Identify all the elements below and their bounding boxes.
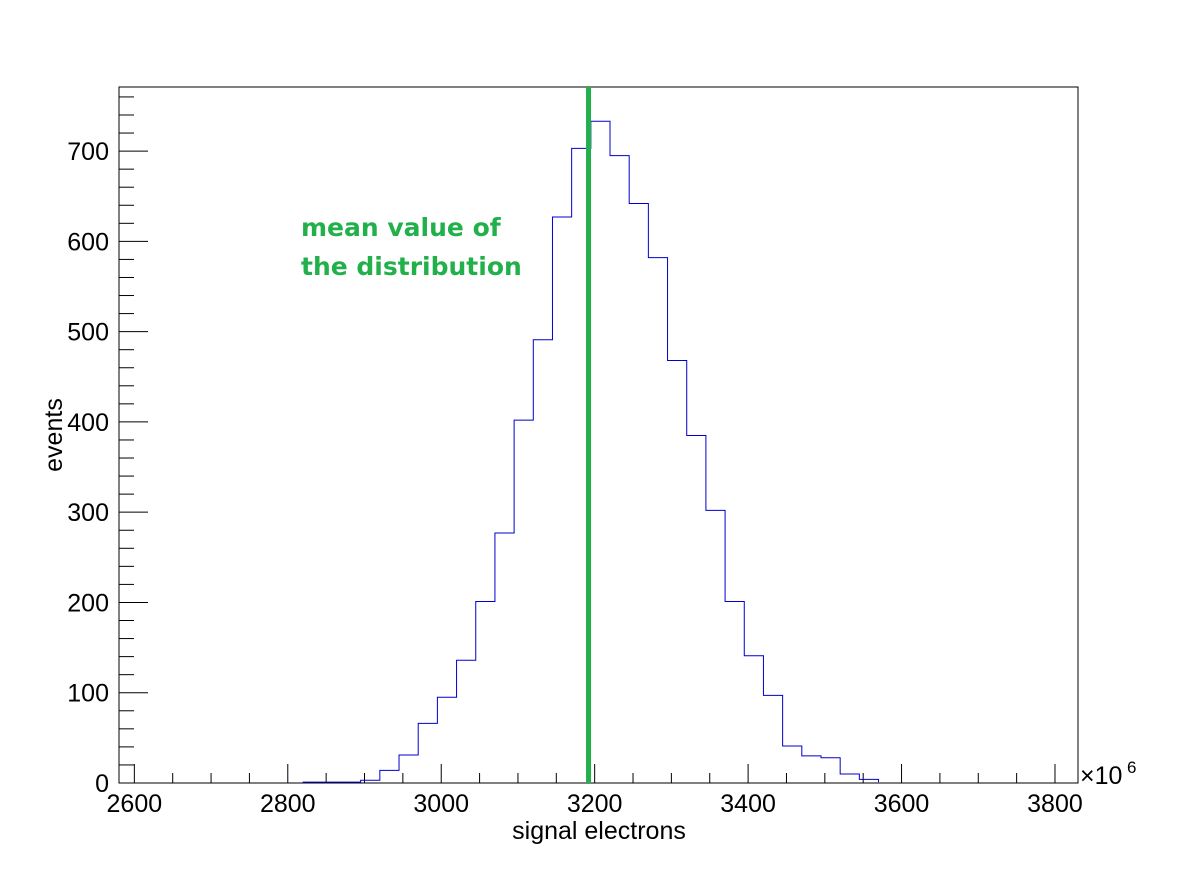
- histogram-bin: [802, 756, 821, 783]
- histogram-bin: [437, 697, 456, 783]
- x-tick-label: 3400: [720, 790, 776, 818]
- histogram-bin: [457, 660, 476, 783]
- histogram-bin: [859, 779, 878, 783]
- x-axis-multiplier: ×10: [1080, 762, 1122, 790]
- x-tick-label: 3600: [874, 790, 930, 818]
- annotation-line-1: mean value of: [301, 213, 502, 242]
- y-axis-tick-labels: 0 100 200 300 400 500 600 700: [67, 138, 109, 798]
- histogram-bin: [725, 602, 744, 783]
- y-tick-label: 600: [67, 228, 109, 256]
- x-tick-label: 3200: [567, 790, 623, 818]
- histogram-bin: [783, 746, 802, 783]
- histogram-bin: [495, 533, 514, 783]
- y-axis-ticks: [119, 96, 148, 784]
- histogram-bin: [840, 774, 859, 783]
- histogram-bin: [744, 656, 763, 783]
- histogram-bin: [763, 695, 782, 783]
- x-axis-tick-labels: 2600 2800 3000 3200 3400 3600 3800: [107, 790, 1083, 818]
- x-tick-label: 3000: [413, 790, 469, 818]
- histogram-bin: [687, 435, 706, 783]
- histogram-outline: [302, 120, 880, 783]
- histogram-bin: [380, 770, 399, 783]
- histogram-bin: [533, 340, 552, 783]
- histogram-bin: [418, 723, 437, 783]
- histogram-bin: [629, 203, 648, 783]
- histogram-bin: [668, 361, 687, 783]
- y-tick-label: 700: [67, 138, 109, 166]
- histogram-bin: [610, 156, 629, 783]
- y-tick-label: 100: [67, 680, 109, 708]
- histogram-bin: [399, 755, 418, 783]
- histogram-bin: [706, 510, 725, 783]
- x-axis-ticks: [133, 764, 1056, 783]
- annotation-line-2: the distribution: [301, 252, 522, 281]
- x-tick-label: 3800: [1027, 790, 1083, 818]
- y-tick-label: 0: [95, 770, 109, 798]
- y-axis-title: events: [40, 398, 68, 472]
- plot-frame: [118, 86, 1079, 784]
- y-tick-label: 300: [67, 499, 109, 527]
- y-tick-label: 500: [67, 319, 109, 347]
- histogram-bin: [514, 420, 533, 783]
- histogram-bin: [821, 758, 840, 783]
- histogram-bin: [591, 121, 610, 783]
- histogram-bin: [476, 602, 495, 783]
- x-tick-label: 2800: [260, 790, 316, 818]
- histogram-bin: [552, 217, 571, 783]
- histogram-bin: [648, 258, 667, 783]
- y-tick-label: 200: [67, 589, 109, 617]
- y-tick-label: 400: [67, 409, 109, 437]
- x-tick-label: 2600: [107, 790, 163, 818]
- x-axis-multiplier-exponent: 6: [1127, 758, 1136, 777]
- x-axis-title: signal electrons: [512, 817, 686, 845]
